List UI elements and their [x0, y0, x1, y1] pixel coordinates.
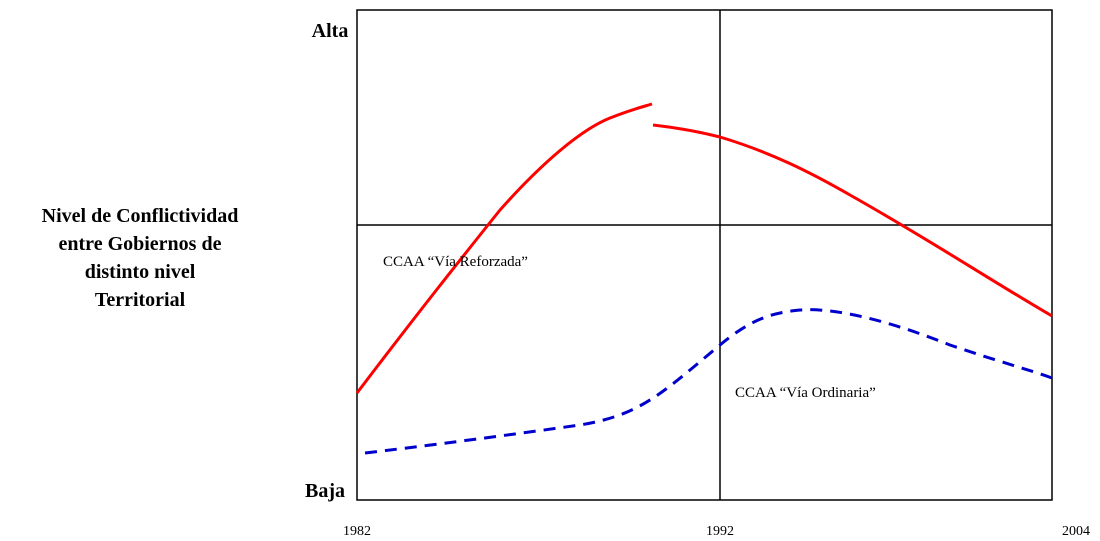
frame [356, 9, 1053, 501]
y-axis-label: distinto nivel [85, 261, 196, 283]
red-curve-1 [355, 102, 653, 394]
x-label: 1982 [343, 524, 371, 539]
annotation: CCAA “Vía Ordinaria” [735, 385, 876, 401]
y-bottom-label: Baja [305, 480, 345, 502]
y-top-label: Alta [312, 20, 349, 42]
x-label: 2004 [1062, 524, 1090, 539]
annotation: CCAA “Vía Reforzada” [383, 254, 528, 270]
red-curve-2 [652, 123, 1053, 318]
y-axis-label: Nivel de Conflictividad [42, 205, 239, 227]
y-axis-label: Territorial [95, 289, 186, 311]
blue-dashed-curve [364, 308, 1053, 455]
y-axis-label: entre Gobiernos de [59, 233, 222, 255]
x-label: 1992 [706, 524, 734, 539]
